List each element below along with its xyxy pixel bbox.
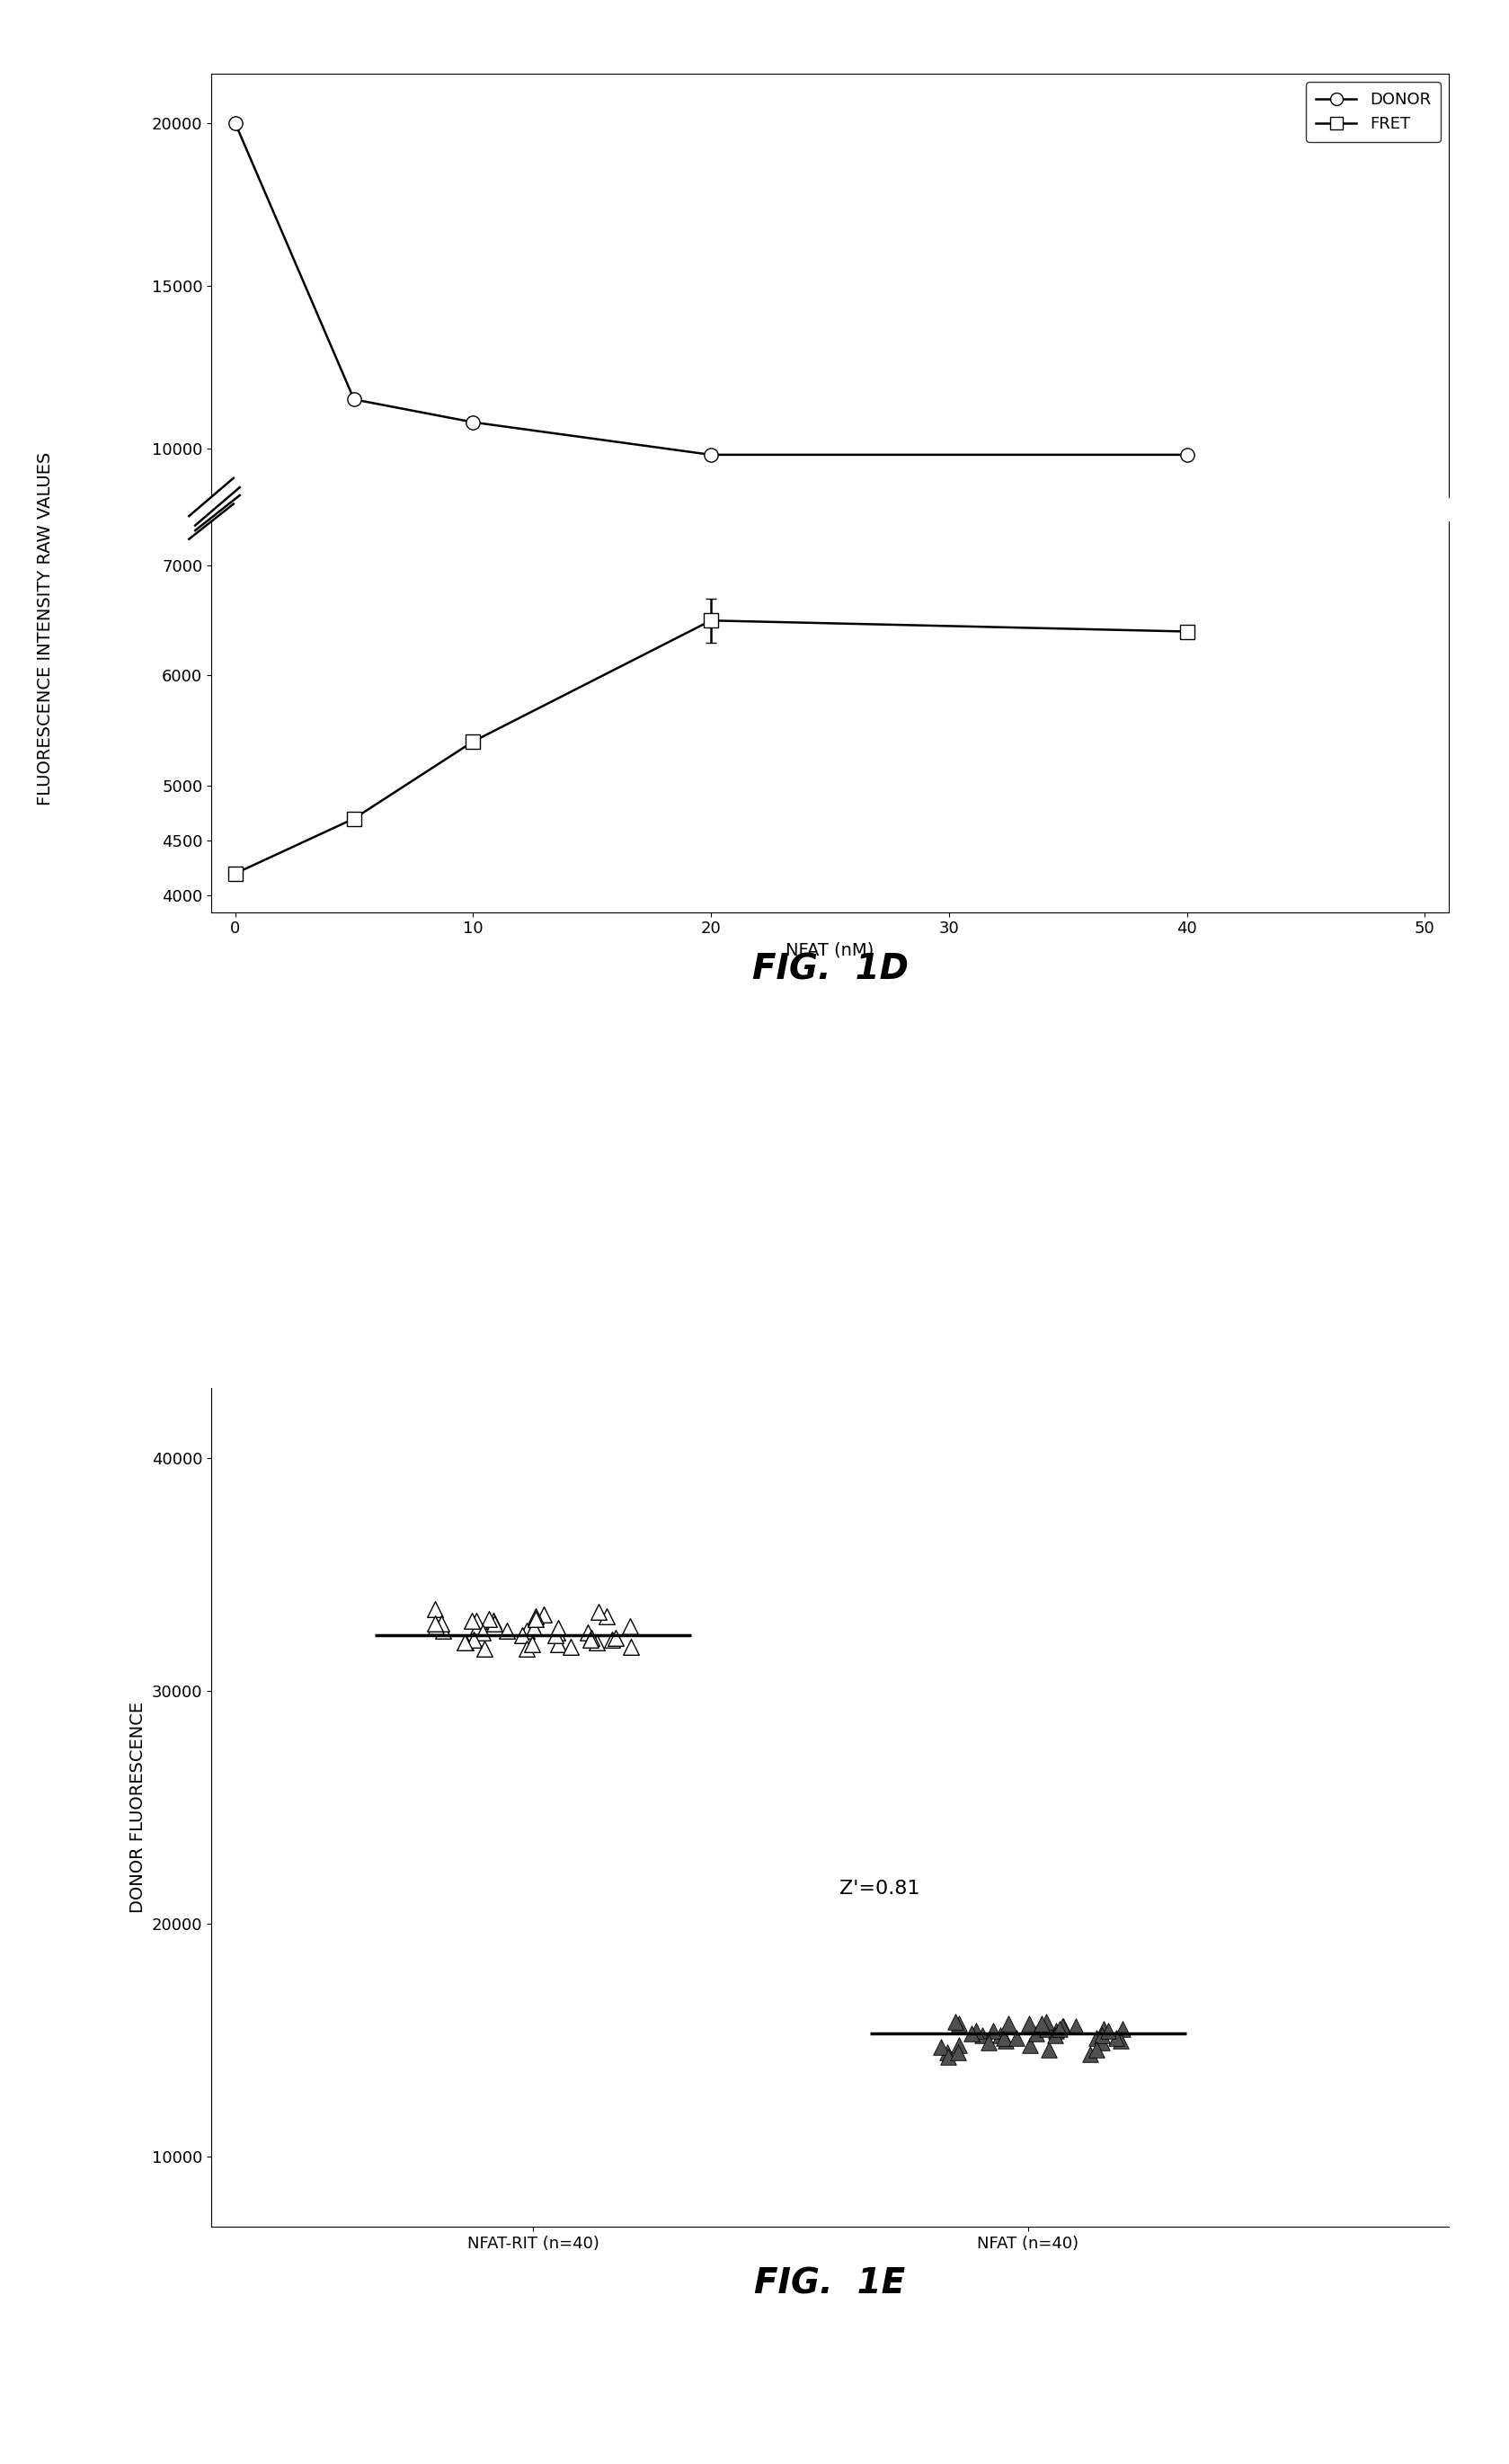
Point bbox=[936, 2033, 960, 2072]
Point bbox=[1050, 2006, 1074, 2045]
Point bbox=[477, 1599, 501, 1639]
Point bbox=[423, 1589, 447, 1629]
Text: FLUORESCENCE INTENSITY RAW VALUES: FLUORESCENCE INTENSITY RAW VALUES bbox=[36, 451, 54, 806]
Point bbox=[524, 1599, 548, 1639]
Text: FIG.  1D: FIG. 1D bbox=[751, 951, 908, 986]
Point bbox=[619, 1626, 643, 1666]
Point bbox=[1089, 2016, 1114, 2055]
Point bbox=[936, 2038, 960, 2077]
Point bbox=[546, 1609, 570, 1648]
Point bbox=[429, 1604, 453, 1643]
Point bbox=[472, 1629, 496, 1668]
Legend: DONOR, FRET: DONOR, FRET bbox=[1307, 81, 1441, 143]
Point bbox=[587, 1592, 611, 1631]
Point bbox=[1034, 2001, 1058, 2040]
Point bbox=[454, 1621, 478, 1661]
Point bbox=[1017, 2025, 1041, 2065]
Point bbox=[424, 1607, 448, 1646]
Point bbox=[1050, 2006, 1074, 2045]
Point bbox=[522, 1609, 546, 1648]
Point bbox=[1003, 2018, 1028, 2057]
Point bbox=[617, 1607, 641, 1646]
Point bbox=[558, 1626, 582, 1666]
Point bbox=[960, 2013, 984, 2053]
Point bbox=[465, 1602, 489, 1641]
Point bbox=[1044, 2011, 1068, 2050]
Point bbox=[1105, 2018, 1129, 2057]
Point bbox=[543, 1616, 567, 1656]
Point bbox=[481, 1602, 506, 1641]
Point bbox=[928, 2028, 952, 2067]
Point bbox=[599, 1619, 623, 1658]
Point bbox=[1025, 2013, 1049, 2053]
Point bbox=[988, 2016, 1013, 2055]
Point bbox=[970, 2016, 994, 2055]
Point bbox=[943, 2001, 967, 2040]
Point bbox=[1043, 2016, 1067, 2055]
Point bbox=[996, 2003, 1020, 2043]
Point bbox=[521, 1624, 545, 1663]
Point bbox=[481, 1604, 506, 1643]
Point bbox=[524, 1597, 548, 1636]
Point bbox=[1017, 2003, 1041, 2043]
Point bbox=[453, 1621, 477, 1661]
Point bbox=[1064, 2006, 1088, 2045]
Point bbox=[575, 1614, 599, 1653]
Point bbox=[579, 1619, 604, 1658]
Point bbox=[946, 2003, 970, 2043]
Point bbox=[515, 1611, 539, 1651]
Point bbox=[991, 2018, 1016, 2057]
Point bbox=[604, 1619, 628, 1658]
Point bbox=[430, 1611, 454, 1651]
Point bbox=[1111, 2008, 1135, 2048]
Point bbox=[946, 2033, 970, 2072]
Text: Z'=0.81: Z'=0.81 bbox=[841, 1880, 920, 1897]
Point bbox=[1035, 2008, 1059, 2048]
Point bbox=[1083, 2030, 1108, 2070]
Point bbox=[423, 1604, 447, 1643]
X-axis label: NFAT (nM): NFAT (nM) bbox=[786, 941, 874, 958]
Point bbox=[510, 1616, 534, 1656]
Point bbox=[595, 1597, 619, 1636]
Point bbox=[545, 1614, 569, 1653]
Point bbox=[1091, 2008, 1115, 2048]
Text: FIG.  1E: FIG. 1E bbox=[754, 2267, 905, 2301]
Point bbox=[1089, 2023, 1114, 2062]
Point bbox=[976, 2023, 1000, 2062]
Point bbox=[462, 1619, 486, 1658]
Point bbox=[546, 1624, 570, 1663]
Point bbox=[1037, 2030, 1061, 2070]
Point bbox=[495, 1611, 519, 1651]
Point bbox=[515, 1629, 539, 1668]
Point bbox=[1109, 2020, 1133, 2060]
Point bbox=[1079, 2035, 1103, 2075]
Point bbox=[964, 2011, 988, 2050]
Point bbox=[579, 1619, 604, 1658]
Point bbox=[1029, 2003, 1053, 2043]
Point bbox=[993, 2020, 1017, 2060]
Point bbox=[460, 1602, 484, 1641]
Point bbox=[471, 1614, 495, 1653]
Point bbox=[1096, 2011, 1120, 2050]
Point bbox=[946, 2025, 970, 2065]
Y-axis label: DONOR FLUORESCENCE: DONOR FLUORESCENCE bbox=[130, 1703, 146, 1912]
Point bbox=[1047, 2008, 1071, 2048]
Point bbox=[1085, 2018, 1109, 2057]
Point bbox=[981, 2011, 1005, 2050]
Point bbox=[466, 1607, 490, 1646]
Point bbox=[531, 1594, 555, 1634]
Point bbox=[584, 1621, 608, 1661]
